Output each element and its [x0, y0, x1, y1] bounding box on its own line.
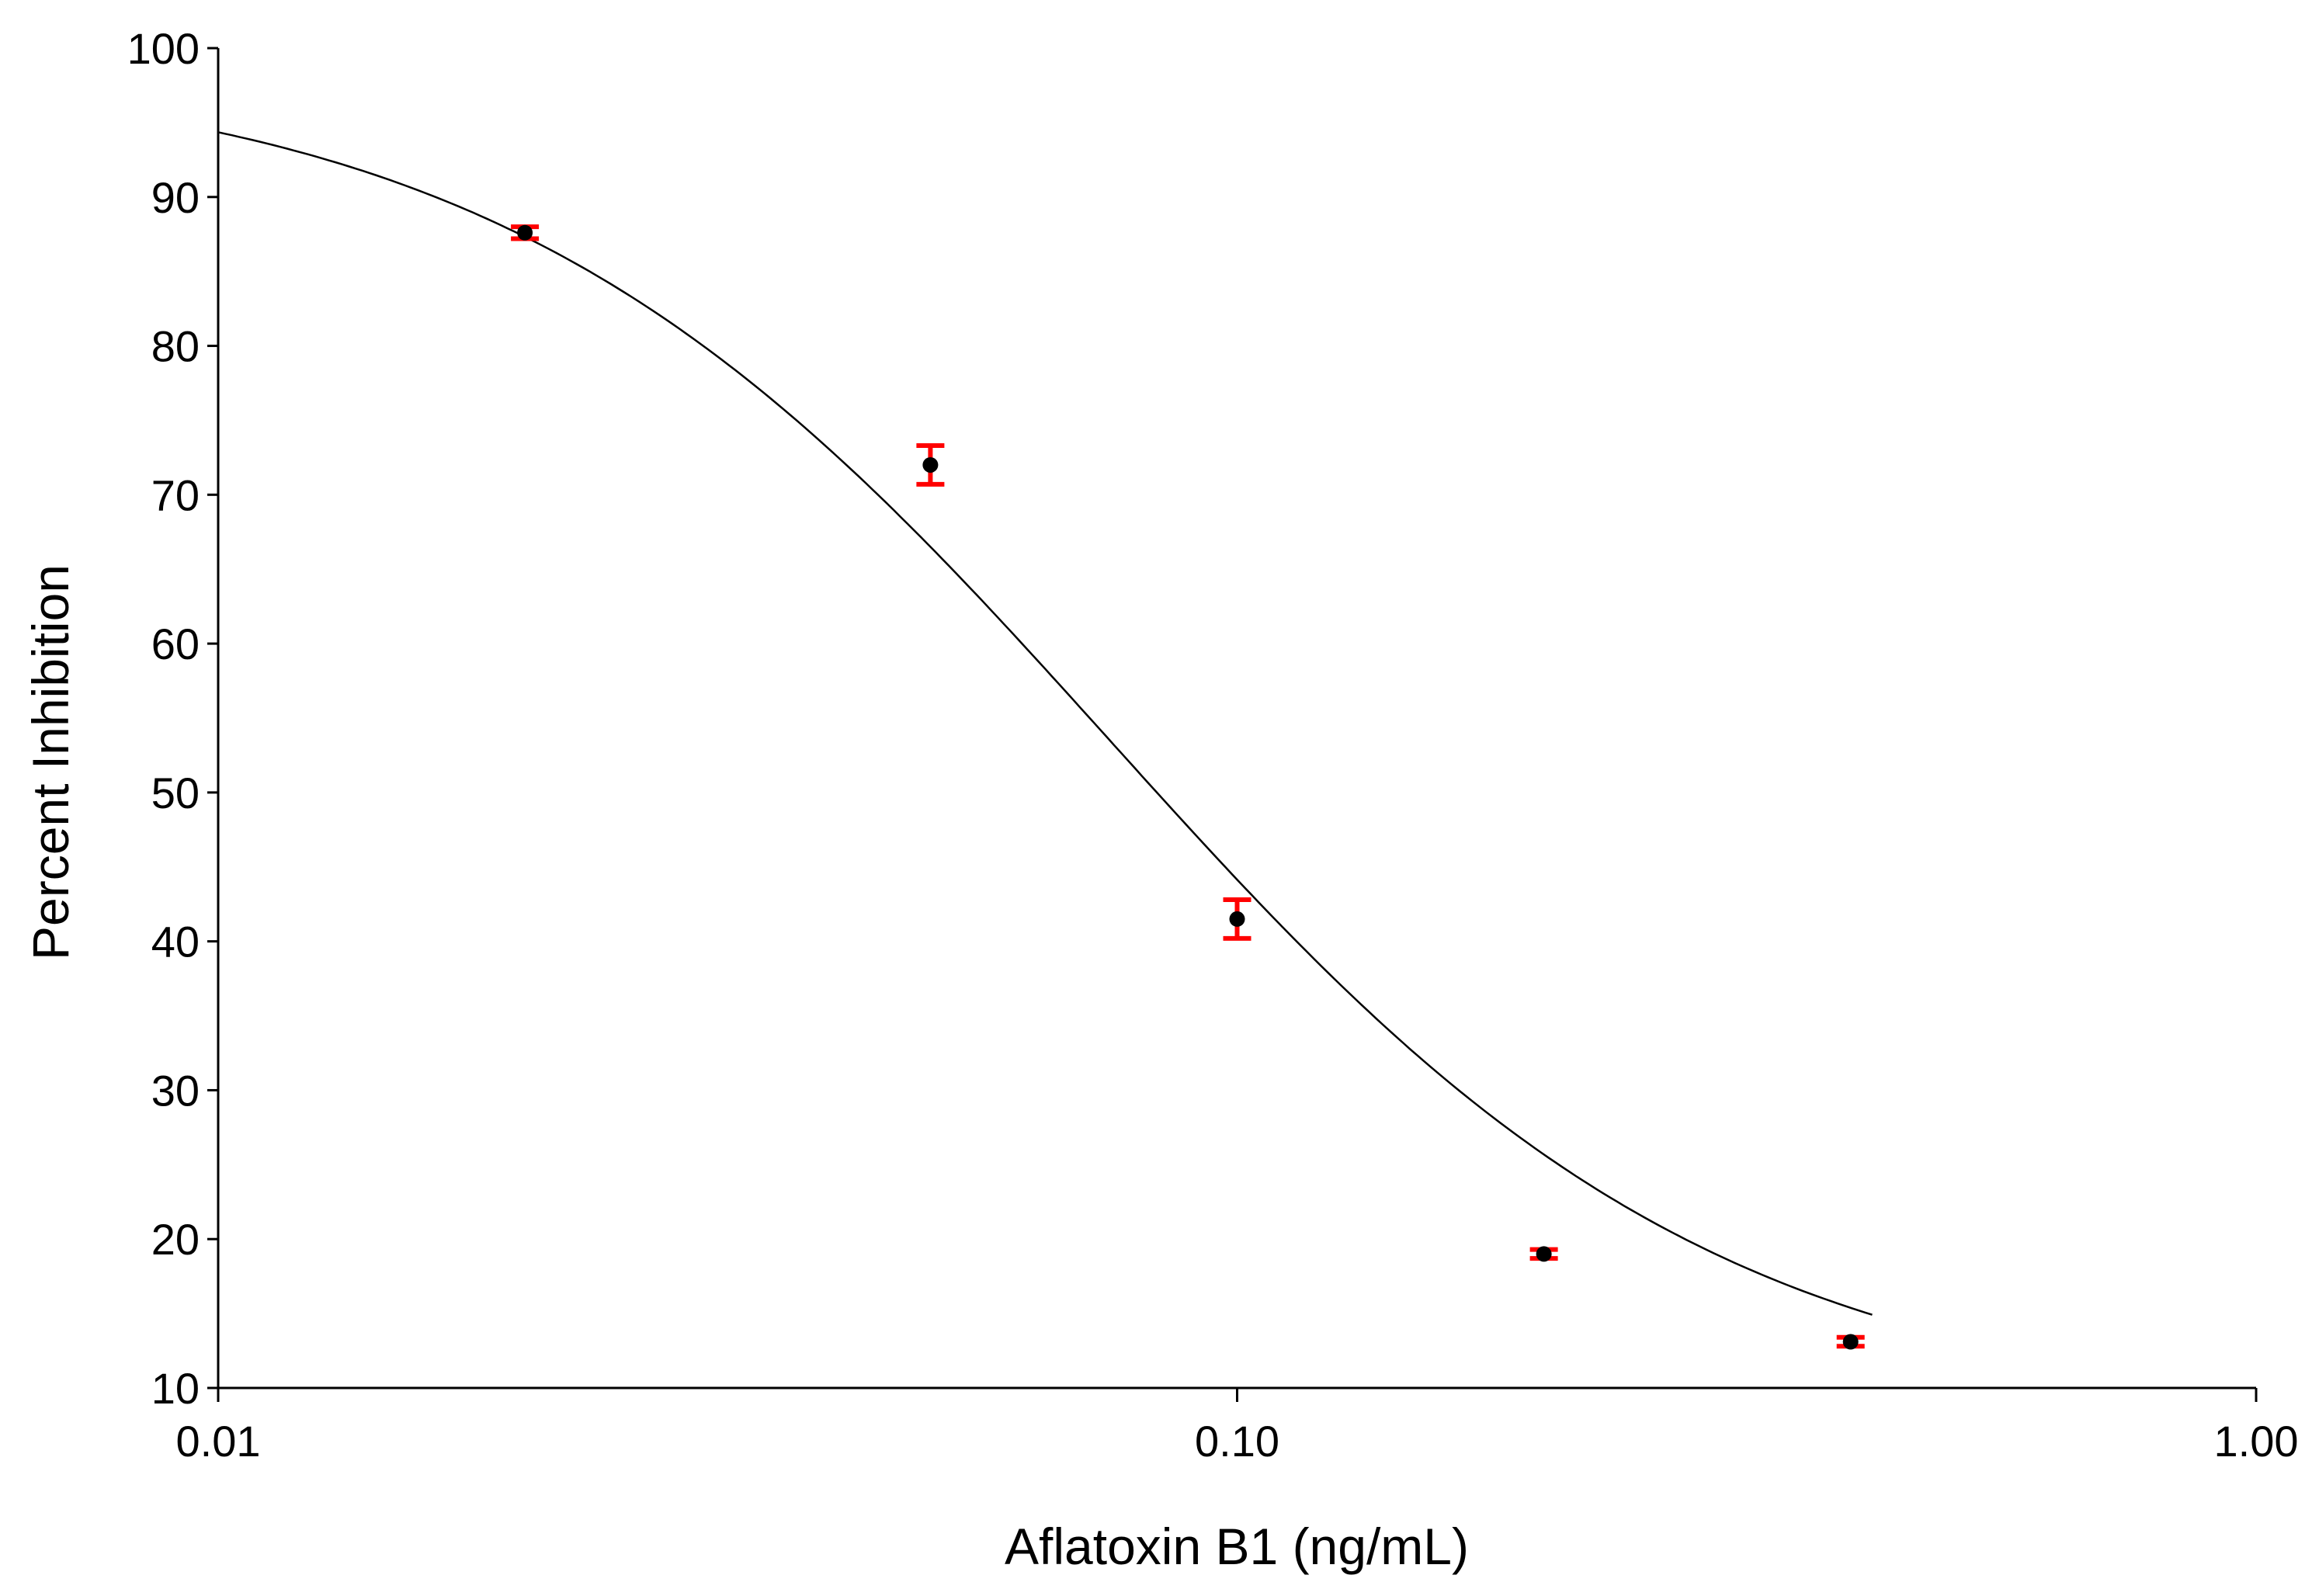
x-tick-label: 0.01: [176, 1417, 261, 1466]
y-tick-label: 70: [151, 470, 200, 519]
y-ticks: 10 20 30 40 50 60 70 80 90 100: [127, 24, 218, 1413]
y-tick-label: 100: [127, 24, 200, 73]
y-axis-title: Percent Inhibition: [22, 564, 79, 960]
data-point: [1536, 1246, 1552, 1262]
y-tick-label: 20: [151, 1215, 200, 1264]
y-tick-label: 10: [151, 1364, 200, 1413]
data-point: [922, 456, 939, 473]
data-point: [1842, 1334, 1859, 1350]
data-point: [517, 224, 533, 241]
y-tick-label: 30: [151, 1066, 200, 1115]
y-tick-label: 90: [151, 173, 200, 222]
x-tick-label: 0.10: [1195, 1417, 1279, 1466]
plot-area: 10 20 30 40 50 60 70 80 90 100 0.01 0.10 1.00: [127, 24, 2299, 1466]
fit-curve: [217, 131, 1873, 1316]
y-tick-label: 40: [151, 918, 200, 966]
data-point: [1229, 911, 1245, 927]
data-points: [517, 224, 1859, 1350]
y-tick-label: 50: [151, 769, 200, 817]
y-tick-label: 60: [151, 619, 200, 668]
error-bars: [511, 224, 1865, 1349]
x-axis-title: Aflatoxin B1 (ng/mL): [1005, 1518, 1469, 1575]
y-tick-label: 80: [151, 322, 200, 371]
x-tick-label: 1.00: [2214, 1417, 2299, 1466]
x-ticks: 0.01 0.10 1.00: [176, 1388, 2299, 1466]
